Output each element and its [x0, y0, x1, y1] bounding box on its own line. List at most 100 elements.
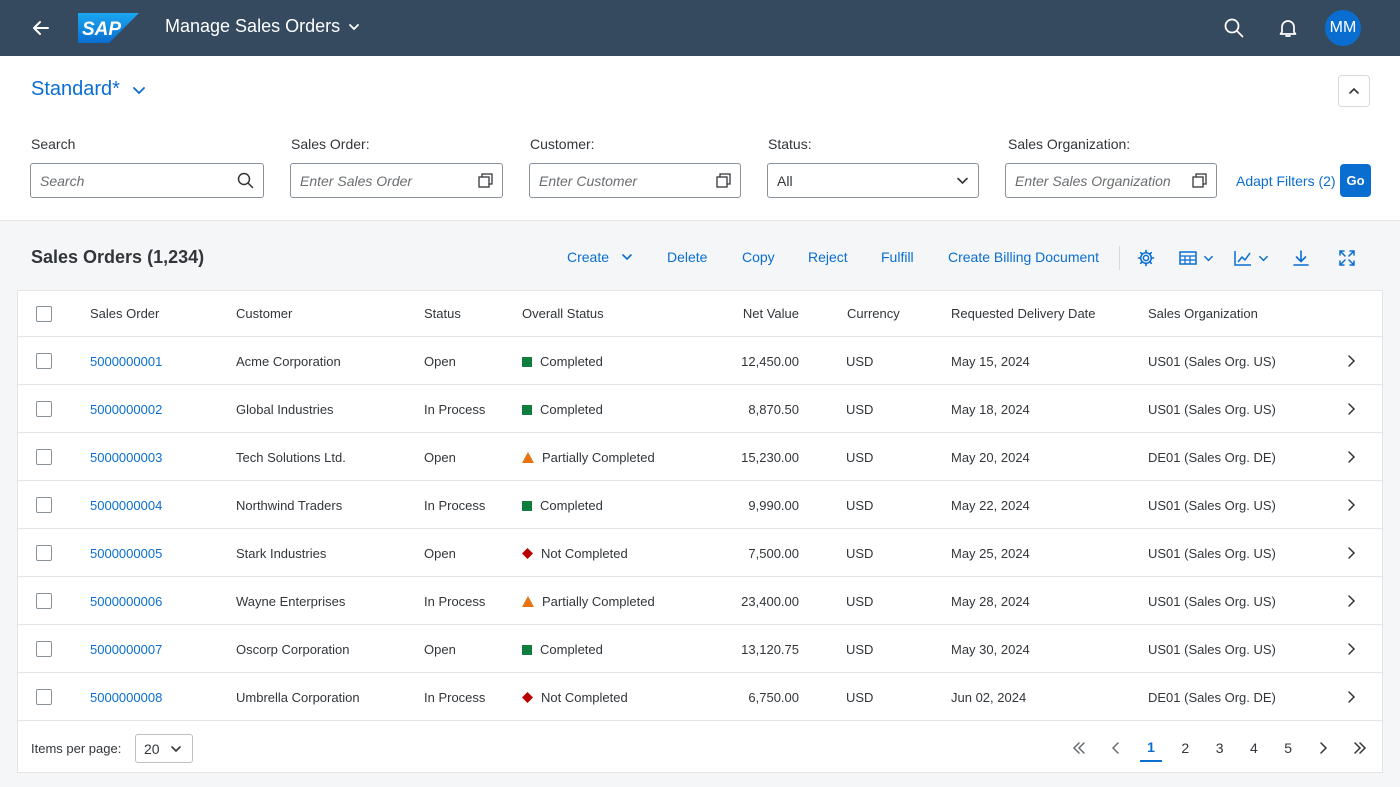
row-checkbox[interactable]: [36, 449, 52, 465]
settings-button[interactable]: [1137, 246, 1155, 270]
table-row[interactable]: 5000000005 Stark Industries Open Not Com…: [18, 529, 1382, 577]
variant-selector[interactable]: Standard*: [31, 78, 146, 101]
first-page-button[interactable]: [1068, 734, 1090, 762]
chevron-up-icon: [1349, 87, 1359, 94]
net-value-cell: 23,400.00: [741, 594, 799, 609]
search-input[interactable]: Search: [30, 163, 264, 198]
row-checkbox[interactable]: [36, 593, 52, 609]
copy-button[interactable]: Copy: [742, 249, 775, 265]
sales-org-cell: US01 (Sales Org. US): [1148, 642, 1276, 657]
variant-name: Standard*: [31, 78, 120, 100]
navigation-chevron-icon[interactable]: [1344, 450, 1358, 464]
table-view-menu[interactable]: [1179, 246, 1214, 270]
toolbar-separator: [1119, 246, 1120, 270]
sales-order-link[interactable]: 5000000008: [90, 690, 163, 705]
col-net-value[interactable]: Net Value: [742, 306, 799, 321]
navigation-chevron-icon[interactable]: [1344, 642, 1358, 656]
filter-bar: Standard* Search Search Sales Order: Ent…: [0, 56, 1400, 221]
sales-order-field[interactable]: Enter Sales Order: [290, 163, 503, 198]
col-sales-order[interactable]: Sales Order: [90, 306, 160, 321]
row-checkbox[interactable]: [36, 545, 52, 561]
fullscreen-button[interactable]: [1338, 246, 1356, 270]
export-button[interactable]: [1292, 246, 1310, 270]
adapt-filters-link[interactable]: Adapt Filters (2): [1236, 173, 1336, 189]
delete-button[interactable]: Delete: [667, 249, 708, 265]
currency-cell: USD: [846, 594, 874, 609]
sales-orders-table: Sales Order Customer Status Overall Stat…: [17, 290, 1383, 773]
create-menu-button[interactable]: Create: [567, 249, 633, 265]
table-row[interactable]: 5000000006 Wayne Enterprises In Process …: [18, 577, 1382, 625]
back-button[interactable]: [26, 14, 56, 42]
value-help-icon[interactable]: [1192, 173, 1207, 188]
table-row[interactable]: 5000000004 Northwind Traders In Process …: [18, 481, 1382, 529]
navigation-chevron-icon[interactable]: [1344, 546, 1358, 560]
row-checkbox[interactable]: [36, 497, 52, 513]
col-delivery-date[interactable]: Requested Delivery Date: [951, 306, 1096, 321]
collapse-header-button[interactable]: [1338, 75, 1370, 107]
table-row[interactable]: 5000000002 Global Industries In Process …: [18, 385, 1382, 433]
currency-cell: USD: [846, 402, 874, 417]
table-title: Sales Orders (1,234): [31, 247, 205, 267]
customer-field[interactable]: Enter Customer: [529, 163, 741, 198]
sales-order-link[interactable]: 5000000005: [90, 546, 163, 561]
col-overall-status[interactable]: Overall Status: [522, 306, 604, 321]
net-value-cell: 7,500.00: [748, 546, 799, 561]
value-help-icon[interactable]: [478, 173, 493, 188]
sales-order-link[interactable]: 5000000001: [90, 354, 163, 369]
go-button[interactable]: Go: [1340, 164, 1371, 197]
previous-page-button[interactable]: [1106, 734, 1126, 762]
notifications-button[interactable]: [1274, 14, 1302, 42]
sales-order-link[interactable]: 5000000003: [90, 450, 163, 465]
table-row[interactable]: 5000000008 Umbrella Corporation In Proce…: [18, 673, 1382, 721]
navigation-chevron-icon[interactable]: [1344, 690, 1358, 704]
sales-org-field[interactable]: Enter Sales Organization: [1005, 163, 1217, 198]
status-select[interactable]: All: [767, 163, 979, 198]
row-checkbox[interactable]: [36, 401, 52, 417]
select-all-checkbox[interactable]: [36, 306, 52, 322]
navigation-chevron-icon[interactable]: [1344, 402, 1358, 416]
next-page-button[interactable]: [1313, 734, 1333, 762]
row-checkbox[interactable]: [36, 353, 52, 369]
status-label: Status:: [768, 136, 812, 152]
fulfill-button[interactable]: Fulfill: [881, 249, 914, 265]
double-chevron-left-icon: [1072, 742, 1085, 754]
overall-status-cell: Not Completed: [522, 546, 628, 561]
reject-button[interactable]: Reject: [808, 249, 848, 265]
search-button[interactable]: [1220, 14, 1248, 42]
arrow-left-icon: [33, 21, 49, 35]
sales-order-link[interactable]: 5000000006: [90, 594, 163, 609]
navigation-chevron-icon[interactable]: [1344, 498, 1358, 512]
chart-view-menu[interactable]: [1234, 246, 1269, 270]
last-page-button[interactable]: [1349, 734, 1371, 762]
page-3-button[interactable]: 3: [1215, 740, 1224, 756]
navigation-chevron-icon[interactable]: [1344, 354, 1358, 368]
table-row[interactable]: 5000000001 Acme Corporation Open Complet…: [18, 337, 1382, 385]
col-currency[interactable]: Currency: [847, 306, 900, 321]
page-2-button[interactable]: 2: [1181, 740, 1190, 756]
row-checkbox[interactable]: [36, 689, 52, 705]
sales-order-link[interactable]: 5000000004: [90, 498, 163, 513]
sales-order-placeholder: Enter Sales Order: [300, 172, 413, 189]
app-title-menu[interactable]: Manage Sales Orders: [165, 16, 360, 37]
page-4-button[interactable]: 4: [1249, 740, 1258, 756]
chevron-left-icon: [1111, 742, 1119, 754]
table-row[interactable]: 5000000007 Oscorp Corporation Open Compl…: [18, 625, 1382, 673]
navigation-chevron-icon[interactable]: [1344, 594, 1358, 608]
create-billing-button[interactable]: Create Billing Document: [948, 249, 1099, 265]
currency-cell: USD: [846, 546, 874, 561]
col-status[interactable]: Status: [424, 306, 461, 321]
avatar[interactable]: MM: [1325, 10, 1361, 46]
row-checkbox[interactable]: [36, 641, 52, 657]
sales-order-link[interactable]: 5000000007: [90, 642, 163, 657]
sales-order-link[interactable]: 5000000002: [90, 402, 163, 417]
items-per-page-select[interactable]: 20: [135, 734, 193, 763]
customer-cell: Tech Solutions Ltd.: [236, 450, 346, 465]
page-1-button[interactable]: 1: [1140, 734, 1162, 762]
overall-status-text: Partially Completed: [542, 594, 655, 609]
value-help-icon[interactable]: [716, 173, 731, 188]
col-sales-org[interactable]: Sales Organization: [1148, 306, 1258, 321]
page-5-button[interactable]: 5: [1284, 740, 1293, 756]
table-row[interactable]: 5000000003 Tech Solutions Ltd. Open Part…: [18, 433, 1382, 481]
sap-logo[interactable]: SAP: [78, 13, 139, 43]
col-customer[interactable]: Customer: [236, 306, 293, 321]
